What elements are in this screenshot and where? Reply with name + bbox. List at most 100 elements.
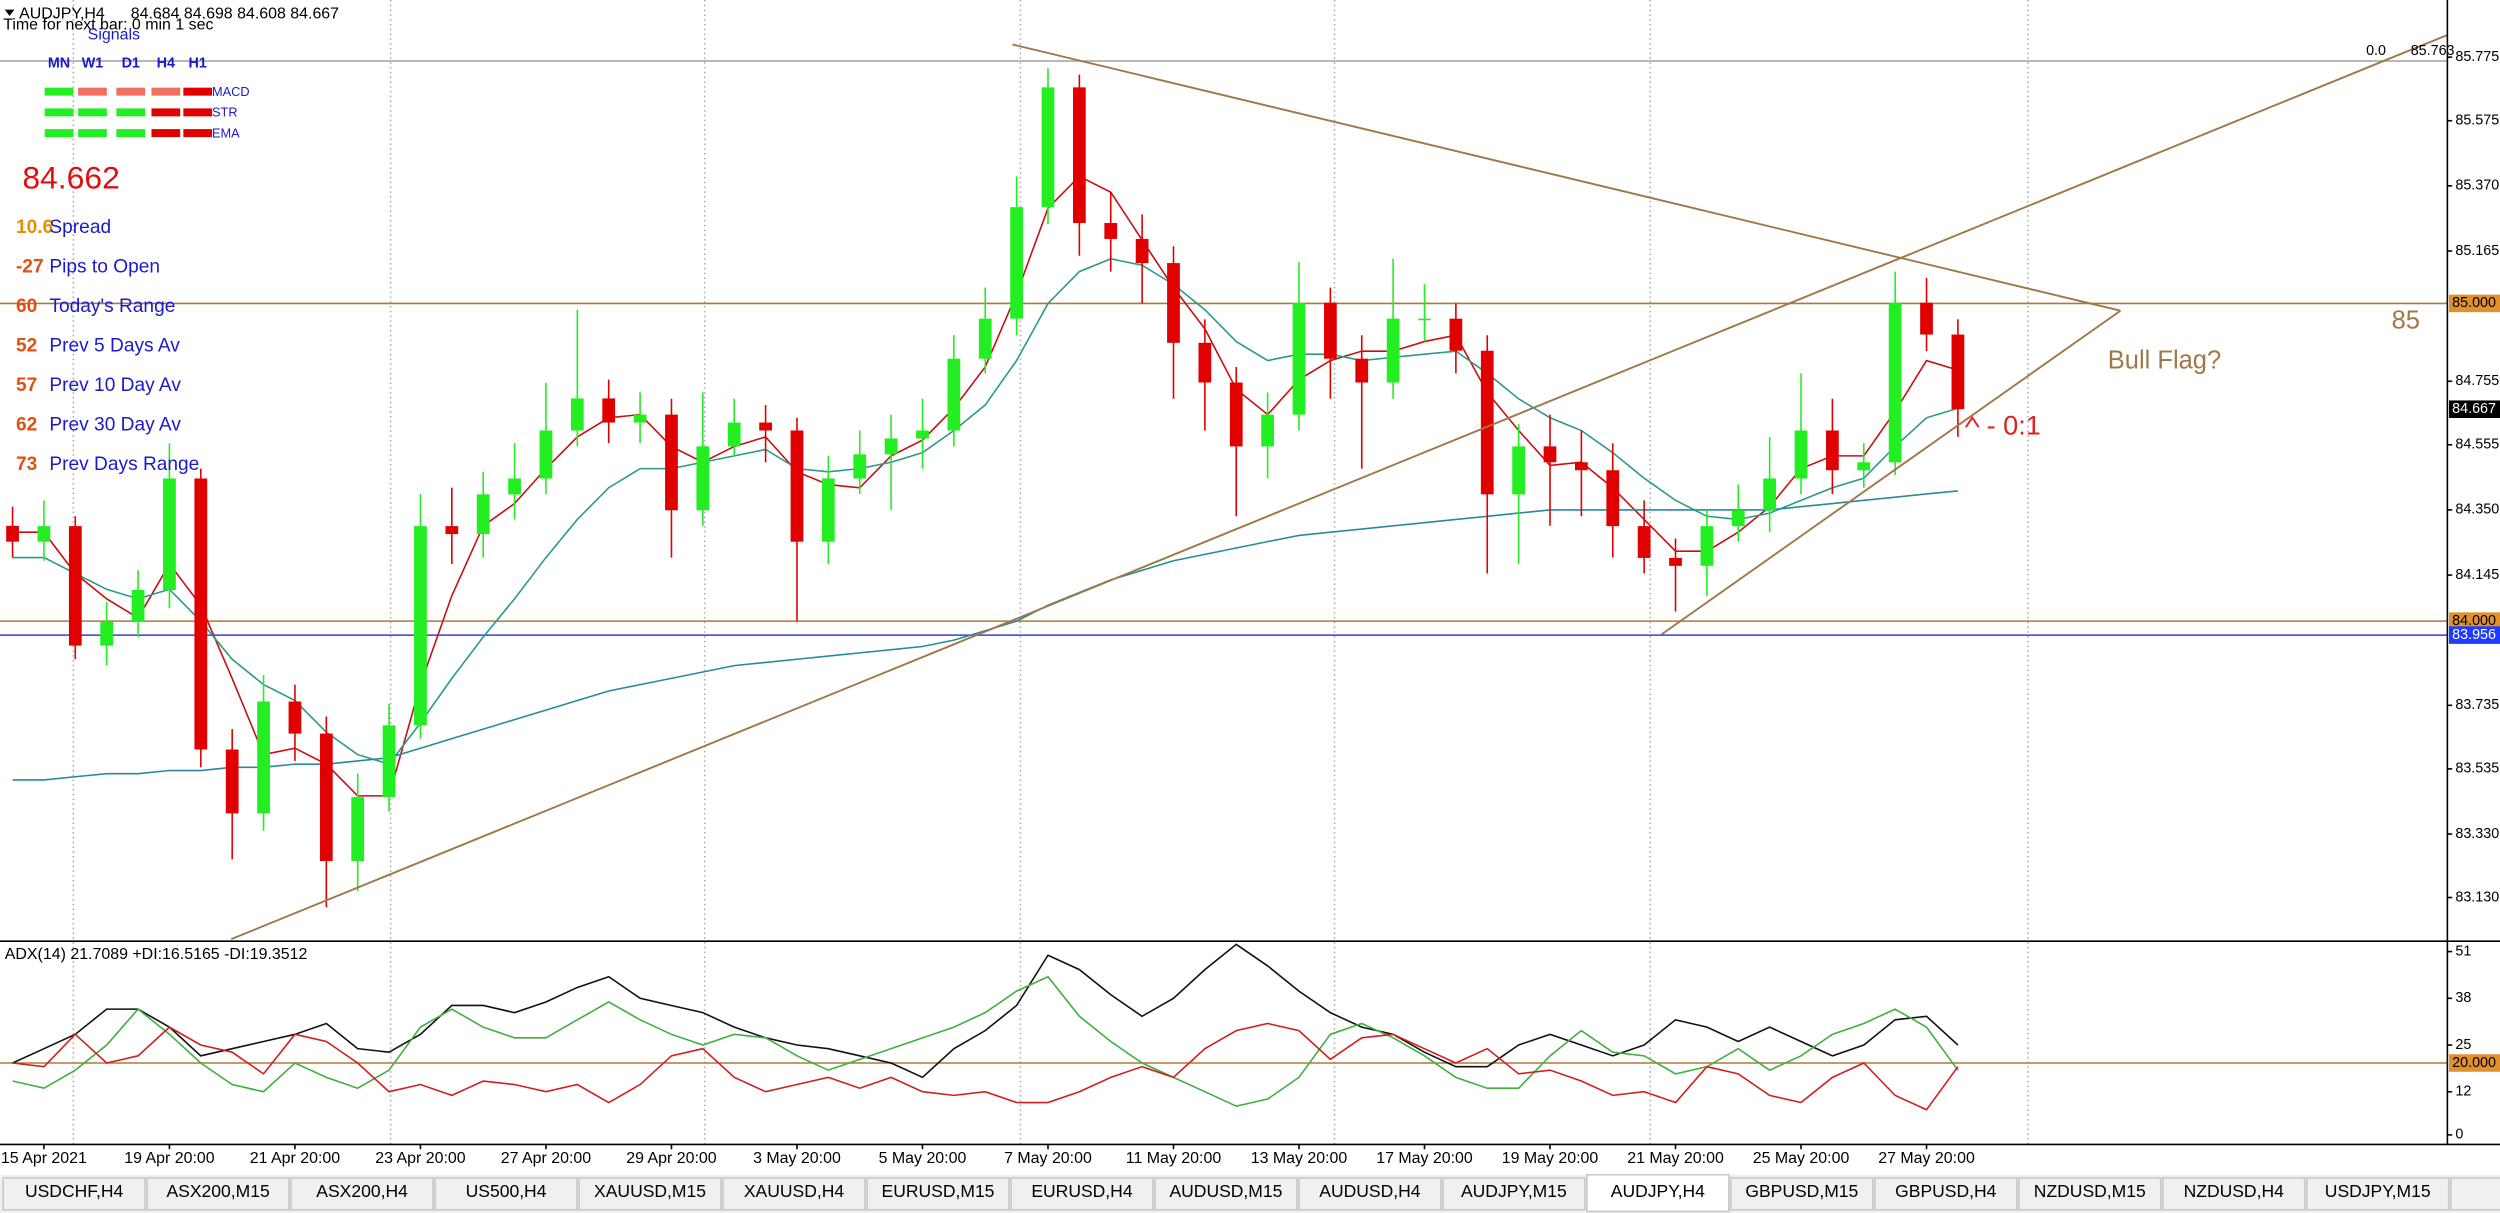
y-tick-label: 83.535	[2455, 761, 2499, 777]
tab[interactable]	[1154, 1177, 1298, 1211]
candle-body	[382, 725, 396, 798]
candle-body	[947, 358, 961, 431]
tab[interactable]	[1874, 1177, 2018, 1211]
tab[interactable]	[2161, 1177, 2306, 1211]
x-tick-label: 21 Apr 20:00	[250, 1150, 341, 1167]
tab[interactable]	[290, 1177, 434, 1211]
tab[interactable]	[2449, 1177, 2500, 1211]
adx-line	[12, 1022, 1959, 1111]
tab-label[interactable]: NZDUSD,H4	[2184, 1181, 2285, 1201]
candle-body	[1794, 430, 1808, 479]
candle-body	[539, 430, 553, 479]
tab[interactable]	[2305, 1177, 2450, 1211]
tab[interactable]	[2018, 1177, 2162, 1211]
signal-block	[116, 108, 146, 117]
tab-label[interactable]: USDCHF,H4	[25, 1181, 124, 1201]
candle-body	[1920, 302, 1933, 335]
tab-label[interactable]: AUDJPY,M15	[1461, 1181, 1567, 1201]
y-tick-label: 85.370	[2455, 178, 2499, 194]
signal-block	[116, 87, 146, 96]
x-tick-label: 27 May 20:00	[1878, 1150, 1975, 1167]
info-value: -27	[16, 257, 44, 278]
info-value: 52	[16, 336, 37, 357]
signal-row-label: STR	[212, 105, 238, 120]
info-label: Spread	[49, 217, 111, 238]
tab-label[interactable]: USDJPY,M15	[2325, 1181, 2431, 1201]
candle-body	[633, 414, 647, 423]
y-tick-label: 85.165	[2455, 243, 2499, 259]
candle-body	[1072, 87, 1086, 224]
annotation: Bull Flag?	[2108, 347, 2221, 375]
candle-body	[319, 733, 333, 862]
signal-block	[78, 87, 107, 96]
candle-body	[100, 621, 114, 646]
tab-label[interactable]: ASX200,M15	[166, 1181, 269, 1201]
candle-body	[602, 398, 616, 423]
candle-body	[1386, 318, 1400, 383]
trendline	[1012, 43, 2121, 312]
x-tick-label: 5 May 20:00	[879, 1150, 967, 1167]
x-tick-label: 17 May 20:00	[1376, 1150, 1473, 1167]
candle-body	[570, 398, 584, 431]
candle-body	[1637, 526, 1651, 558]
tab-label[interactable]: EURUSD,H4	[1031, 1181, 1132, 1201]
tab[interactable]	[578, 1177, 722, 1211]
candle-body	[916, 430, 929, 439]
y-tick-label: 84.755	[2455, 373, 2499, 389]
signal-block	[151, 108, 181, 117]
candle-body	[1041, 87, 1055, 208]
candle-body	[1229, 382, 1243, 447]
tab[interactable]	[2, 1177, 146, 1211]
tab[interactable]	[434, 1177, 578, 1211]
x-tick-label: 11 May 20:00	[1126, 1150, 1222, 1167]
tab-label[interactable]: EURUSD,M15	[882, 1181, 995, 1201]
current-price-box	[2448, 400, 2500, 418]
tab[interactable]	[1010, 1177, 1154, 1211]
candle-body	[759, 422, 772, 431]
tab-label[interactable]: AUDUSD,H4	[1319, 1181, 1420, 1201]
tab[interactable]	[866, 1177, 1010, 1211]
tab-label[interactable]: XAUUSD,M15	[594, 1181, 706, 1201]
tab[interactable]	[1730, 1177, 1874, 1211]
y-tick-label: 83.330	[2455, 826, 2499, 842]
candle-body	[1104, 223, 1118, 239]
signals-title: Signals	[88, 26, 140, 43]
candle-body	[1010, 207, 1023, 319]
menu-arrow[interactable]	[4, 9, 15, 16]
annotation: - 0:1	[1987, 409, 2041, 440]
tab-label[interactable]: GBPUSD,M15	[1745, 1181, 1858, 1201]
signal-block	[183, 87, 213, 96]
symbol: AUDJPY,H4	[19, 6, 105, 23]
y-tick-label: 0	[2455, 1127, 2463, 1143]
candle-body	[1700, 526, 1714, 566]
info-label: Prev 30 Day Av	[49, 415, 181, 436]
tab-label[interactable]: GBPUSD,H4	[1895, 1181, 1997, 1201]
level-box	[2448, 626, 2500, 644]
tab[interactable]	[1586, 1173, 1730, 1213]
candle-body	[1826, 430, 1839, 471]
signal-block	[116, 129, 146, 138]
tab[interactable]	[1442, 1177, 1586, 1211]
y-tick-label: 38	[2455, 990, 2471, 1006]
tab-label[interactable]: AUDUSD,M15	[1169, 1181, 1282, 1201]
tab[interactable]	[1298, 1177, 1442, 1211]
signal-block	[183, 129, 213, 138]
x-tick-label: 21 May 20:00	[1627, 1150, 1724, 1167]
tab-label[interactable]: ASX200,H4	[316, 1181, 408, 1201]
candle-body	[727, 422, 741, 447]
tab-label[interactable]: AUDJPY,H4	[1611, 1181, 1705, 1201]
y-tick-label: 12	[2455, 1084, 2471, 1100]
x-tick-label: 3 May 20:00	[753, 1150, 841, 1167]
tab[interactable]	[722, 1177, 866, 1211]
x-tick-label: 23 Apr 20:00	[375, 1150, 466, 1167]
level-box	[2448, 1054, 2500, 1072]
candle-body	[194, 478, 208, 750]
level-box-label: 83.956	[2452, 627, 2496, 643]
candle-body	[68, 526, 82, 646]
tab-label[interactable]: US500,H4	[466, 1181, 547, 1201]
tab-label[interactable]: XAUUSD,H4	[744, 1181, 845, 1201]
info-value: 10.6	[16, 217, 53, 238]
tab[interactable]	[146, 1177, 290, 1211]
tab-label[interactable]: NZDUSD,M15	[2034, 1181, 2146, 1201]
level-box-label: 20.000	[2452, 1055, 2496, 1071]
